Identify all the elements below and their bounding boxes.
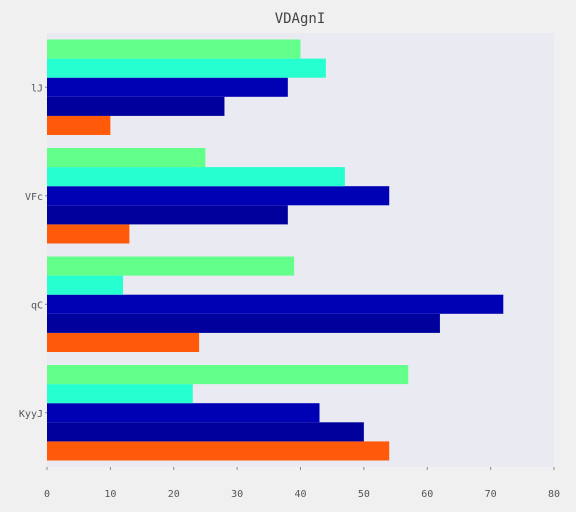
bar-VFc-series-4: [47, 167, 345, 187]
bar-qC-series-3: [47, 294, 504, 314]
bar-qC-series-2: [47, 313, 440, 333]
bar-VFc-series-1: [47, 224, 130, 244]
bar-lJ-series-5: [47, 39, 301, 59]
y-axis: KyyJ qC VFc lJ: [19, 83, 47, 420]
y-tick-label: lJ: [31, 83, 43, 94]
bar-qC-series-4: [47, 275, 124, 295]
bar-lJ-series-2: [47, 96, 225, 116]
bar-qC-series-1: [47, 332, 200, 352]
bars-group: [47, 39, 504, 461]
y-tick-label: KyyJ: [19, 409, 43, 420]
bar-KyyJ-series-5: [47, 365, 409, 385]
bar-lJ-series-1: [47, 115, 111, 135]
x-tick-label: 70: [485, 489, 497, 500]
x-tick-label: 50: [358, 489, 370, 500]
bar-VFc-series-2: [47, 205, 288, 225]
x-tick-label: 20: [168, 489, 180, 500]
x-tick-label: 30: [231, 489, 243, 500]
chart-title: VDAgnI: [275, 11, 326, 27]
y-tick-label: qC: [31, 300, 43, 311]
bar-qC-series-5: [47, 256, 295, 276]
bar-KyyJ-series-4: [47, 384, 193, 404]
x-tick-label: 10: [104, 489, 116, 500]
x-tick-label: 60: [421, 489, 433, 500]
bar-KyyJ-series-1: [47, 441, 390, 461]
bar-VFc-series-5: [47, 148, 206, 168]
x-tick-label: 0: [44, 489, 50, 500]
y-tick-label: VFc: [25, 192, 43, 203]
bar-VFc-series-3: [47, 186, 390, 206]
bar-KyyJ-series-2: [47, 422, 364, 442]
bar-lJ-series-4: [47, 58, 326, 78]
bar-KyyJ-series-3: [47, 403, 320, 423]
x-tick-label: 40: [294, 489, 306, 500]
bar-lJ-series-3: [47, 77, 288, 97]
x-tick-label: 80: [548, 489, 560, 500]
x-axis: 0 10 20 30 40 50 60 70 80: [44, 467, 560, 500]
